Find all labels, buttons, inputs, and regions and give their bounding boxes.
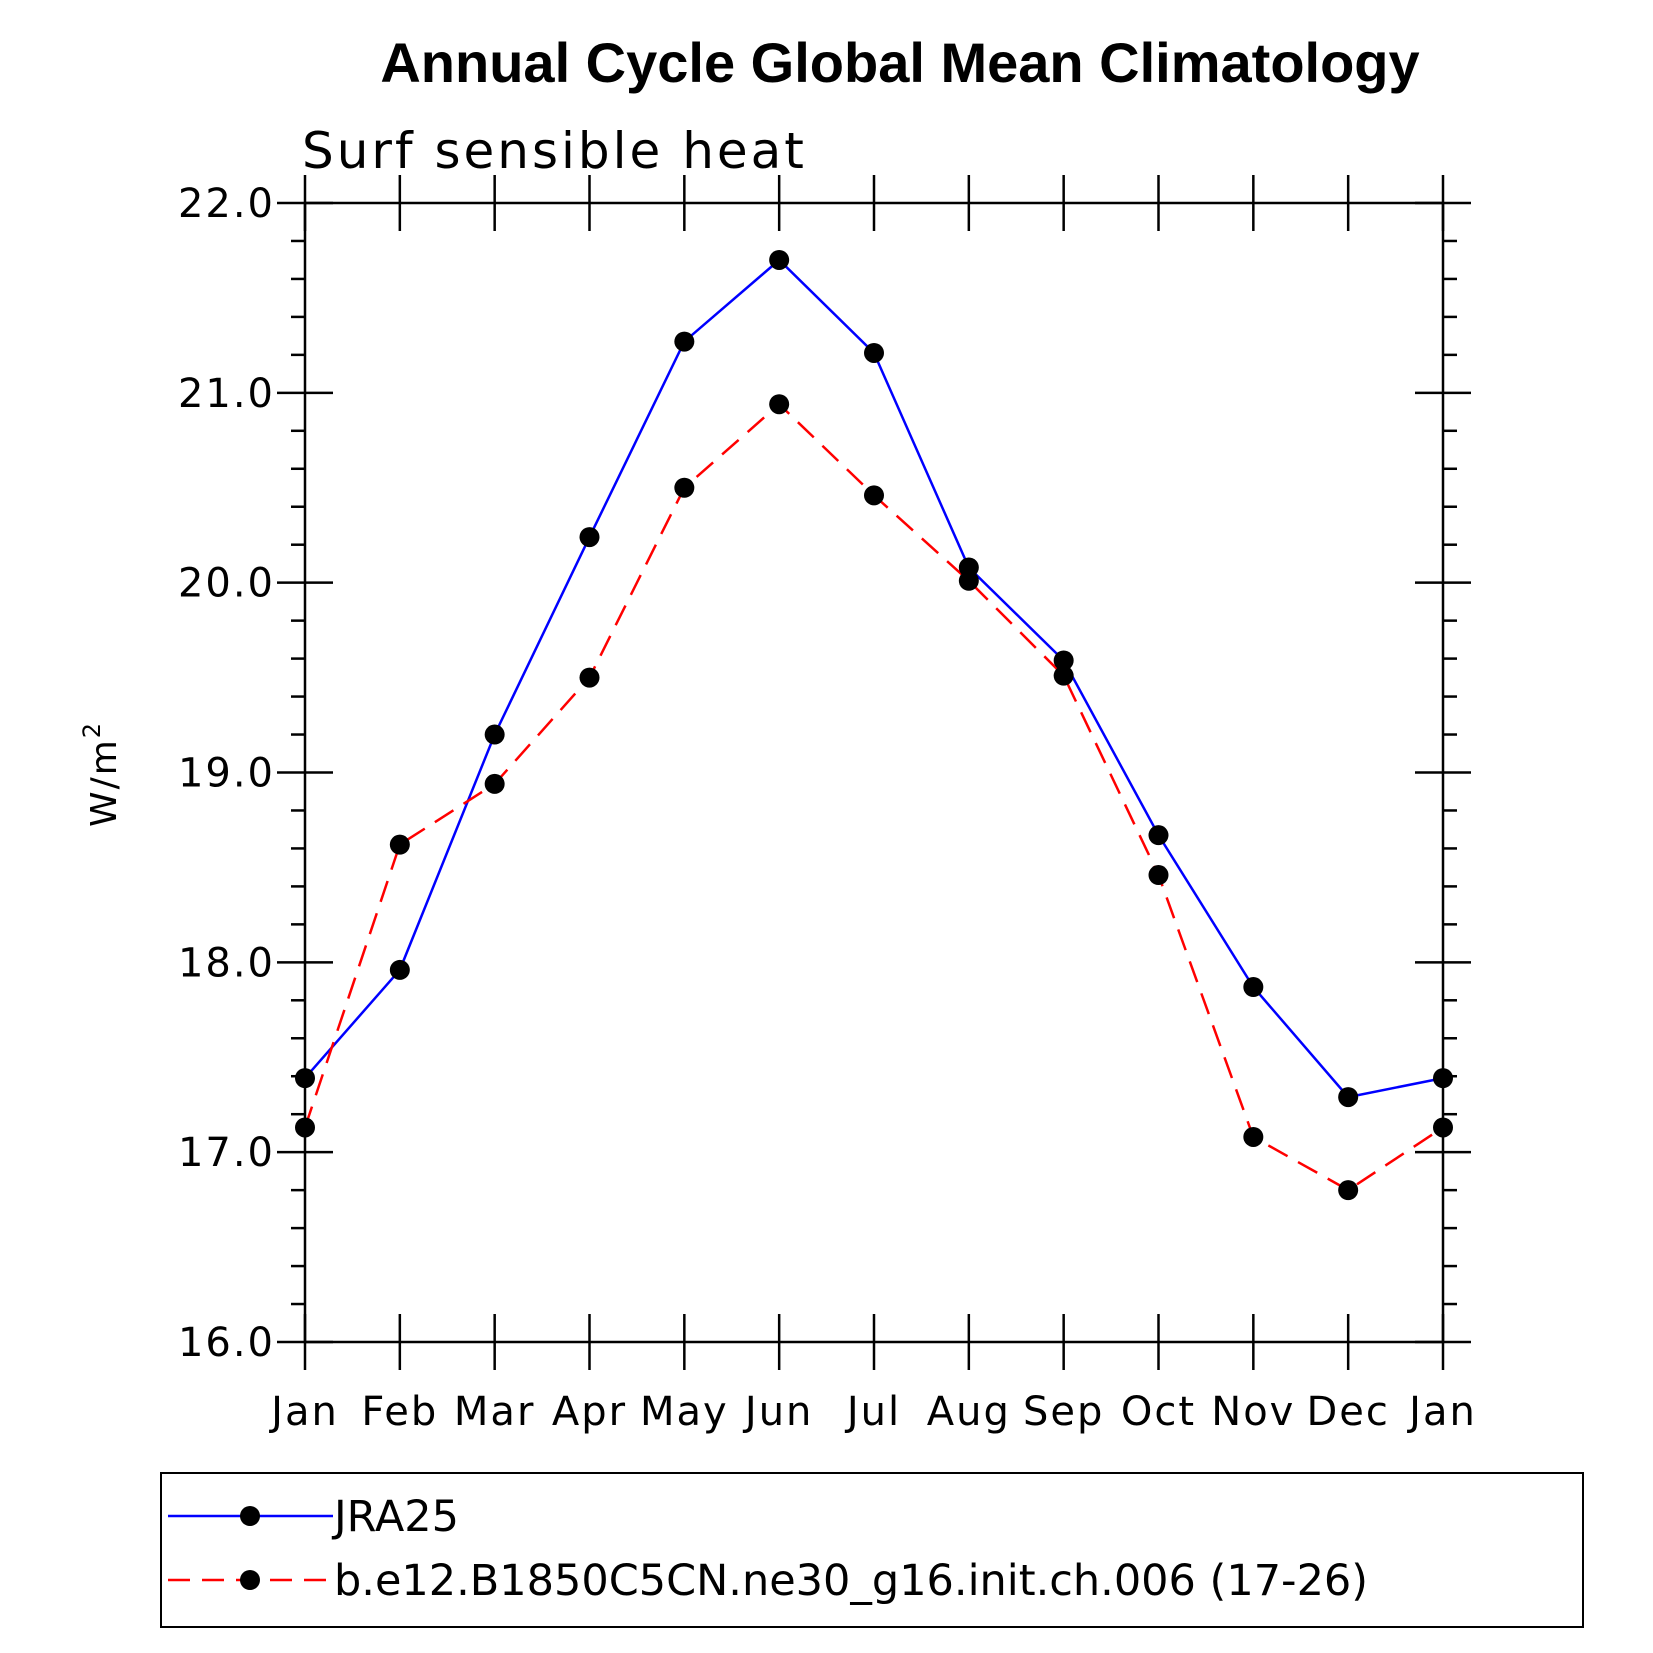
plot-frame — [303, 201, 1445, 1344]
chart-subtitle: Surf sensible heat — [302, 122, 807, 180]
x-tick-label: Jan — [268, 1389, 339, 1435]
x-tick-label: Jan — [1406, 1389, 1477, 1435]
y-tick-labels: 16.0 17.0 18.0 19.0 20.0 21.0 22.0 — [178, 181, 275, 1366]
y-axis-label-unit: W/m — [84, 738, 125, 827]
legend: JRA25 b.e12.B1850C5CN.ne30_g16.init.ch.0… — [160, 1472, 1584, 1628]
series-1-point — [864, 485, 884, 506]
x-tick-label: Oct — [1121, 1389, 1196, 1435]
series-line-1 — [303, 402, 1444, 1192]
series-0-point — [864, 342, 884, 363]
legend-box — [160, 1472, 1584, 1628]
y-tick-label: 18.0 — [178, 940, 275, 986]
legend-marker-model — [240, 1570, 260, 1590]
x-tick-label: Nov — [1211, 1389, 1295, 1435]
series-0-point — [1243, 977, 1264, 998]
x-tick-label: May — [640, 1389, 729, 1435]
series-0-point — [579, 527, 600, 548]
x-tick-label: Jun — [742, 1389, 814, 1435]
series-1-point — [674, 477, 695, 498]
y-axis-label-superscript: 2 — [78, 721, 106, 738]
series-0-point — [769, 249, 790, 270]
chart-title: Annual Cycle Global Mean Climatology — [380, 31, 1419, 94]
y-tick-label: 16.0 — [178, 1320, 275, 1366]
series-1-point — [958, 570, 979, 591]
series-0-point — [674, 331, 695, 352]
series-1-point — [1148, 865, 1169, 886]
series-1-point — [769, 394, 790, 415]
series-0-point — [1148, 825, 1169, 846]
series-markers — [295, 249, 1453, 1201]
series-0-point — [295, 1068, 315, 1089]
x-tick-label: Mar — [454, 1389, 535, 1435]
series-1-point — [579, 667, 600, 688]
series-0-point — [1053, 650, 1074, 671]
x-tick-labels: Jan Feb Mar Apr May Jun Jul Aug Sep Oct Nov Dec Jan — [268, 1389, 1477, 1435]
x-tick-label: Sep — [1023, 1389, 1104, 1435]
y-tick-label: 17.0 — [178, 1130, 275, 1176]
x-tick-label: Apr — [552, 1389, 627, 1435]
series-1-point — [295, 1117, 315, 1138]
x-tick-label: Dec — [1306, 1389, 1389, 1435]
plot-border — [303, 201, 1445, 1344]
y-axis-label: W/m2 — [78, 721, 125, 827]
series-1-point — [1338, 1180, 1359, 1201]
series-1-point — [1433, 1117, 1453, 1138]
series-1-point — [1053, 665, 1074, 686]
series-1-point — [1243, 1126, 1264, 1147]
x-tick-label: Jul — [844, 1389, 901, 1435]
y-tick-label: 19.0 — [178, 751, 275, 797]
series-0-point — [1433, 1068, 1453, 1089]
series-line-0 — [304, 258, 1444, 1099]
legend-marker-jra25 — [240, 1506, 260, 1526]
y-tick-label: 21.0 — [178, 371, 275, 417]
y-tick-label: 22.0 — [178, 181, 275, 227]
y-tick-label: 20.0 — [178, 561, 275, 607]
legend-label-model: b.e12.B1850C5CN.ne30_g16.init.ch.006 (17… — [334, 1556, 1368, 1606]
series-1-point — [389, 834, 410, 855]
series-0-point — [1338, 1087, 1359, 1108]
axis-ticks — [277, 175, 1471, 1370]
series-1-point — [484, 773, 505, 794]
series-0-point — [484, 724, 505, 745]
legend-label-jra25: JRA25 — [331, 1492, 459, 1542]
series-lines — [303, 258, 1444, 1192]
x-tick-label: Feb — [361, 1389, 438, 1435]
x-tick-label: Aug — [927, 1389, 1011, 1435]
series-0-point — [389, 959, 410, 980]
